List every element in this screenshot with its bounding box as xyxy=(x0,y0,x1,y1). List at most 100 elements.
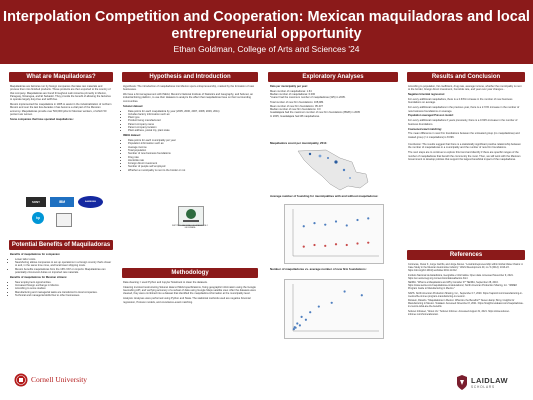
stat-line: Mean number of maquiladoras: 1.64 xyxy=(270,89,312,93)
benefits-companies-heading: Benefits of maquiladoras for companies: xyxy=(10,253,61,256)
logos-label: Some companies that have operated maquil… xyxy=(10,117,74,121)
reference-item: Solunet Infosteel, "About Us." Solunet I… xyxy=(408,309,510,316)
hp-logo: hp xyxy=(32,212,44,224)
list-item: Plant address, postal zip, plant state xyxy=(128,129,257,132)
scatter-point xyxy=(302,245,305,248)
stat-line: Median number of new firm foundations: 0… xyxy=(270,107,321,111)
cem-paragraph: The mean difference in new firm foundati… xyxy=(408,132,520,139)
samsung-logo: SAMSUNG xyxy=(78,196,103,208)
hypothesis-text: Hypothesis: The introduction of maquilad… xyxy=(123,85,257,174)
list-item: Increased foreign exchange in Mexico. xyxy=(15,284,112,287)
list-item: Whether a municipality is next to the bo… xyxy=(128,169,257,172)
inegi-caption: INSTITUTO NACIONAL DE ESTADÍSTICA Y GEOG… xyxy=(172,225,208,230)
list-item: Homicide rate xyxy=(128,159,257,162)
list-item: Technical and managerial skills flow to … xyxy=(15,294,112,297)
mexico-map-graphic xyxy=(297,149,369,191)
nb-paragraph-1: For every additional maquiladora, there … xyxy=(408,98,513,105)
reference-item: NAPS. North American Production Sharing,… xyxy=(408,291,523,298)
scatter-point xyxy=(296,322,299,325)
potential-benefits-heading: Potential Benefits of Maquiladoras xyxy=(9,240,113,250)
scatter-point xyxy=(302,225,305,228)
inegi-list: Data points for each municipality per ye… xyxy=(123,139,257,172)
scatter-point xyxy=(313,243,316,247)
stat-line: Mean number of new firm foundations: 95.… xyxy=(270,104,323,108)
list-item: Plant type xyxy=(128,116,257,119)
list-item: New employment opportunities. xyxy=(15,281,112,284)
poster-header: Interpolation Competition and Cooperatio… xyxy=(0,0,533,64)
scatter-point xyxy=(367,241,370,244)
list-item: Product being manufactured xyxy=(128,119,257,122)
cornell-footer: Cornell University xyxy=(14,372,114,388)
list-item: Lower labor costs. xyxy=(15,258,112,261)
scatter-point xyxy=(345,243,348,247)
list-item: Mexico benefits maquiladoras from the 16… xyxy=(15,268,112,275)
scatter-point xyxy=(356,242,359,245)
stat-line: Total number of new firm foundations: 16… xyxy=(270,101,324,105)
ibm-logo: IBM xyxy=(50,197,74,207)
methodology-heading: Methodology xyxy=(122,268,258,278)
inegi-seal-logo xyxy=(178,206,204,226)
stat-line: In 2005, Guadalajara had 38 maquiladoras… xyxy=(270,114,320,118)
list-item: According to some studies: xyxy=(15,287,112,290)
what-paragraph-1: Maquiladoras are factories run by foreig… xyxy=(10,85,111,102)
sony-logo: SONY xyxy=(26,197,46,207)
benefits-text: Benefits of maquiladoras for companies: … xyxy=(10,253,112,299)
cornell-seal-icon xyxy=(14,373,28,387)
inegi-emblem-icon xyxy=(183,209,199,222)
list-item: Average income xyxy=(128,146,257,149)
scatter-point xyxy=(317,305,320,308)
results-heading: Results and Conclusion xyxy=(407,72,525,82)
stat-line: *Juarez had the maximum number of maquil… xyxy=(270,96,346,100)
laidlaw-footer: LAIDLAW SCHOLARS xyxy=(455,374,527,392)
mexico-map xyxy=(296,148,370,192)
scatter-chart-2-svg xyxy=(292,284,379,332)
nb-heading: Negative binomial regression: xyxy=(408,93,446,97)
company-logos: SONY IBM SAMSUNG hp xyxy=(26,196,104,232)
inegi-logo xyxy=(56,213,72,227)
scatter-chart-1 xyxy=(284,204,384,264)
reference-item: Rotstein, Ricardo. "Maquiladoras in Mexi… xyxy=(408,299,524,309)
scatter-chart-2 xyxy=(284,279,384,339)
scatter-point xyxy=(334,243,338,246)
stat-line: Guadalajara had the maximum number of ne… xyxy=(270,111,360,115)
scatter-point xyxy=(324,244,327,247)
poster-author: Ethan Goldman, College of Arts and Scien… xyxy=(173,44,360,54)
poisson-paragraph: For every additional maquiladora 2 years… xyxy=(408,119,518,126)
references-heading: References xyxy=(407,250,525,260)
methodology-paragraph-1: Data cleaning: I used Python and Jupyter… xyxy=(123,281,208,284)
methodology-paragraph-2: Cleaning involved restructuring Solunet … xyxy=(123,285,256,296)
scatter-point xyxy=(330,301,333,304)
results-paragraph: According to population, fist coefficien… xyxy=(408,85,522,92)
poster-title: Interpolation Competition and Cooperatio… xyxy=(3,9,530,42)
methodology-text: Data cleaning: I used Python and Jupyter… xyxy=(123,281,257,306)
inegi-heading: INEGI dataset: xyxy=(123,134,141,138)
scatter-point xyxy=(356,218,359,222)
benefits-companies-list: Lower labor costs. Nearshoring allows co… xyxy=(10,258,112,274)
list-item: Manufacturing and managerial tasks are t… xyxy=(15,291,112,294)
scatter1-caption: Average number of founding for municipal… xyxy=(270,194,379,198)
laidlaw-subtitle: SCHOLARS xyxy=(471,385,495,389)
results-text: According to population, fist coefficien… xyxy=(408,85,524,163)
reference-item: SEIRIA. "What is a Maquiladora and Why C… xyxy=(408,281,518,291)
benefits-citizens-list: New employment opportunities. Increased … xyxy=(10,281,112,297)
scatter-point xyxy=(313,222,316,225)
list-item: Nearshoring allows companies to set up o… xyxy=(15,261,112,268)
agreement-paragraph: We have a formal agreement with INEGI, M… xyxy=(123,93,254,103)
references-text: Contreras, Oscar F., Jorge Carrillo, and… xyxy=(408,263,524,318)
stats-heading: Data per municipality per year: xyxy=(270,85,308,88)
cem-heading: Coarsened exact matching: xyxy=(408,127,442,131)
scatter-point xyxy=(367,217,370,220)
conclusion-paragraph-2: The next steps are to continue to explor… xyxy=(408,151,521,161)
list-item: Population information such as: xyxy=(128,142,257,145)
solunet-heading: Solunet dataset: xyxy=(123,104,144,108)
benefits-citizens-heading: Benefits of maquiladoras for Mexican cit… xyxy=(10,275,68,279)
scatter-chart-1-svg xyxy=(292,209,379,257)
reference-item: Instituto Nacional de Estadística, Geogr… xyxy=(408,273,514,280)
scatter-point xyxy=(304,318,307,321)
scatter-point xyxy=(360,294,363,297)
scatter-point xyxy=(294,326,297,329)
cornell-wordmark: Cornell University xyxy=(31,375,88,384)
scatter-point xyxy=(292,328,295,331)
hypothesis-heading: Hypothesis and Introduction xyxy=(122,72,258,82)
solunet-list: Data points for each maquiladora by year… xyxy=(123,110,257,133)
